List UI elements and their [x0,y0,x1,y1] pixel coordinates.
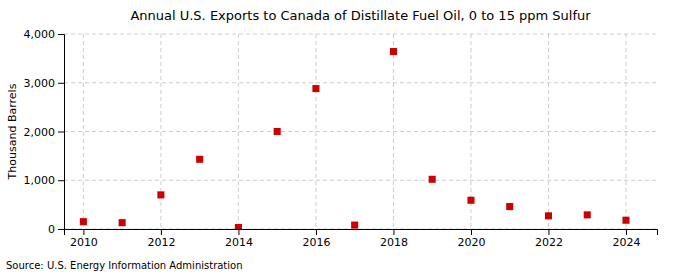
x-tick-mark [548,229,549,235]
x-tick-label: 2010 [70,236,98,249]
y-tick-label: 2,000 [24,126,56,139]
y-tick: 0 [48,223,64,236]
x-tick-label: 2014 [225,236,253,249]
y-tick: 3,000 [24,77,65,90]
x-tick: 2016 [302,229,330,249]
y-tick-mark [58,180,64,181]
point [506,203,513,210]
x-tick: 2020 [457,229,485,249]
y-tick: 4,000 [24,28,65,41]
source: Source: U.S. Energy Information Administ… [6,260,243,271]
grid-line [64,131,657,132]
point [390,48,397,55]
x-tick-mark [238,229,239,235]
x-tick-mark [471,229,472,235]
grid-line [64,180,657,181]
y-tick-label: 4,000 [24,28,56,41]
y-tick-label: 3,000 [24,77,56,90]
y-axis-title: Thousand Barrels [6,83,19,180]
plot: 2010 2012 2014 2016 2018 2020 2022 2024 0 1,000 2,… [24,28,658,249]
x-tick: 2022 [535,229,563,249]
y-tick-mark [58,229,64,230]
points [80,48,630,229]
grid [64,34,657,229]
point [157,191,164,198]
point [429,176,436,183]
y-tick: 1,000 [24,174,65,187]
grid-line [625,34,626,229]
y-tick-label: 1,000 [24,174,56,187]
y-tick-label: 0 [48,223,55,236]
grid-line [160,34,161,229]
point [622,217,629,224]
x-tick-label: 2016 [302,236,330,249]
point [235,224,242,229]
point [467,197,474,204]
point [351,222,358,229]
point [274,128,281,135]
point [584,211,591,218]
x-tick-mark [316,229,317,235]
x-tick-label: 2012 [147,236,175,249]
x-tick-mark [161,229,162,235]
y-tick: 2,000 [24,126,65,139]
grid-line [393,34,394,229]
point [545,212,552,219]
x-tick-label: 2022 [535,236,563,249]
x-tick: 2012 [147,229,175,249]
x-tick-label: 2020 [457,236,485,249]
x-tick: 2018 [380,229,408,249]
x-tick: 2010 [70,229,98,249]
y-axis: 0 1,000 2,000 3,000 4,000 [24,28,65,236]
grid-line [315,34,316,229]
x-tick-mark [393,229,394,235]
x-axis: 2010 2012 2014 2016 2018 2020 2022 2024 [65,229,658,249]
y-tick-mark [58,83,64,84]
point [119,219,126,226]
point [80,218,87,225]
x-tick-label: 2018 [380,236,408,249]
point [196,156,203,163]
x-axis-line [65,230,658,236]
x-tick-mark [626,229,627,235]
grid-line [64,34,657,35]
y-tick-mark [58,132,64,133]
point [312,85,319,92]
y-tick-mark [58,34,64,35]
x-tick-label: 2024 [612,236,640,249]
grid-line [83,34,84,229]
grid-line [64,82,657,83]
x-tick: 2014 [225,229,253,249]
x-tick: 2024 [612,229,640,249]
chart: 2010 2012 2014 2016 2018 2020 2022 2024 0 1,000 2,… [0,0,675,275]
y-axis-line [58,35,65,230]
grid-line [548,34,549,229]
x-tick-mark [83,229,84,235]
grid-line [238,34,239,229]
title: Annual U.S. Exports to Canada of Distill… [130,8,591,23]
